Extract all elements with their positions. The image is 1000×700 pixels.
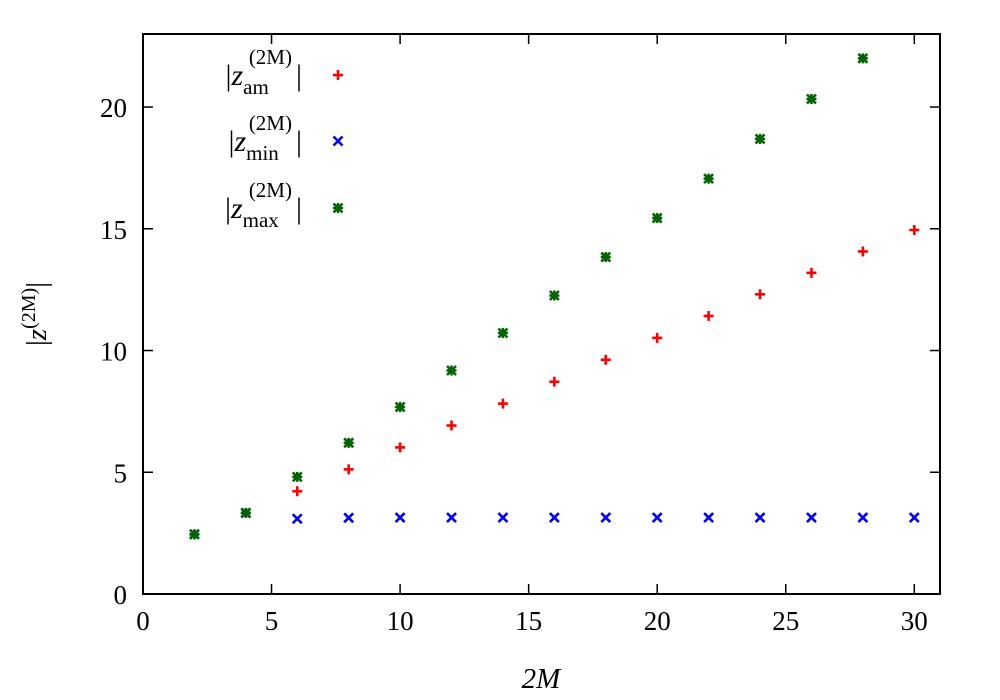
data-point-am <box>497 398 508 409</box>
data-point-min <box>291 513 303 525</box>
x-tick-label: 20 <box>644 606 671 636</box>
data-point-am <box>600 354 611 365</box>
data-point-am <box>395 442 406 453</box>
data-point-min <box>600 512 612 523</box>
data-point-am <box>755 289 766 300</box>
y-tick-label: 15 <box>100 215 127 245</box>
data-point-am <box>652 332 663 343</box>
data-point-max <box>703 173 715 185</box>
legend-marker-min <box>332 135 344 147</box>
data-point-min <box>446 512 457 523</box>
data-point-max <box>189 528 200 540</box>
data-point-am <box>343 464 354 475</box>
data-point-max <box>394 401 406 413</box>
legend-label: |zam(2M)| <box>225 45 302 99</box>
data-point-am <box>549 376 560 387</box>
plot-frame <box>142 33 941 595</box>
data-point-max <box>651 212 663 224</box>
y-tick-label: 10 <box>100 337 127 367</box>
x-tick-label: 25 <box>772 606 799 636</box>
x-tick-label: 15 <box>515 606 542 636</box>
y-tick-label: 0 <box>114 580 128 610</box>
series-am <box>189 225 920 540</box>
data-point-min <box>651 512 663 523</box>
series-min <box>189 507 920 540</box>
x-tick-label: 5 <box>265 606 279 636</box>
legend-marker-max <box>332 202 344 214</box>
data-point-am <box>703 310 714 321</box>
data-point-max <box>240 507 252 519</box>
data-point-max <box>497 327 509 339</box>
data-point-max <box>446 365 457 376</box>
data-point-min <box>806 512 817 523</box>
x-tick-label: 10 <box>387 606 414 636</box>
y-tick-label: 5 <box>114 458 128 488</box>
data-point-min <box>497 512 509 523</box>
legend-item-am: |zam(2M)| <box>225 45 343 99</box>
data-point-min <box>908 512 920 523</box>
data-point-min <box>703 512 715 523</box>
data-point-min <box>343 512 355 524</box>
axis-ticks <box>142 34 940 595</box>
legend: |zam(2M)| |zmin(2M)| |zmax(2M)| <box>225 45 344 232</box>
data-point-max <box>806 93 817 105</box>
data-point-am <box>292 486 303 497</box>
data-point-min <box>857 512 869 523</box>
data-marks <box>189 52 920 540</box>
data-point-max <box>343 437 355 449</box>
data-point-am <box>857 246 868 257</box>
legend-item-max: |zmax(2M)| <box>225 178 344 232</box>
data-point-max <box>857 52 869 64</box>
y-tick-label: 20 <box>100 93 127 123</box>
legend-label: |zmax(2M)| <box>225 178 302 232</box>
data-point-max <box>548 290 560 301</box>
data-point-max <box>600 251 612 263</box>
data-point-min <box>394 512 406 523</box>
series-max <box>189 52 869 540</box>
data-point-min <box>548 512 560 523</box>
legend-label: |zmin(2M)| <box>228 111 302 165</box>
data-point-am <box>806 267 817 278</box>
legend-marker-am <box>333 70 343 80</box>
y-axis-title: |z(2M)| <box>18 282 53 346</box>
data-point-max <box>291 471 303 483</box>
x-tick-label: 30 <box>901 606 928 636</box>
x-axis-title: 2M <box>522 663 563 695</box>
x-tick-label: 0 <box>136 606 150 636</box>
svg-text:|z(2M)|: |z(2M)| <box>18 282 53 346</box>
data-point-max <box>754 133 766 145</box>
axis-tick-labels: 0 5 10 15 20 25 30 0 5 10 15 20 <box>100 93 928 636</box>
data-point-min <box>754 512 766 523</box>
data-point-am <box>909 225 920 235</box>
legend-item-min: |zmin(2M)| <box>228 111 344 165</box>
data-point-am <box>446 420 457 431</box>
